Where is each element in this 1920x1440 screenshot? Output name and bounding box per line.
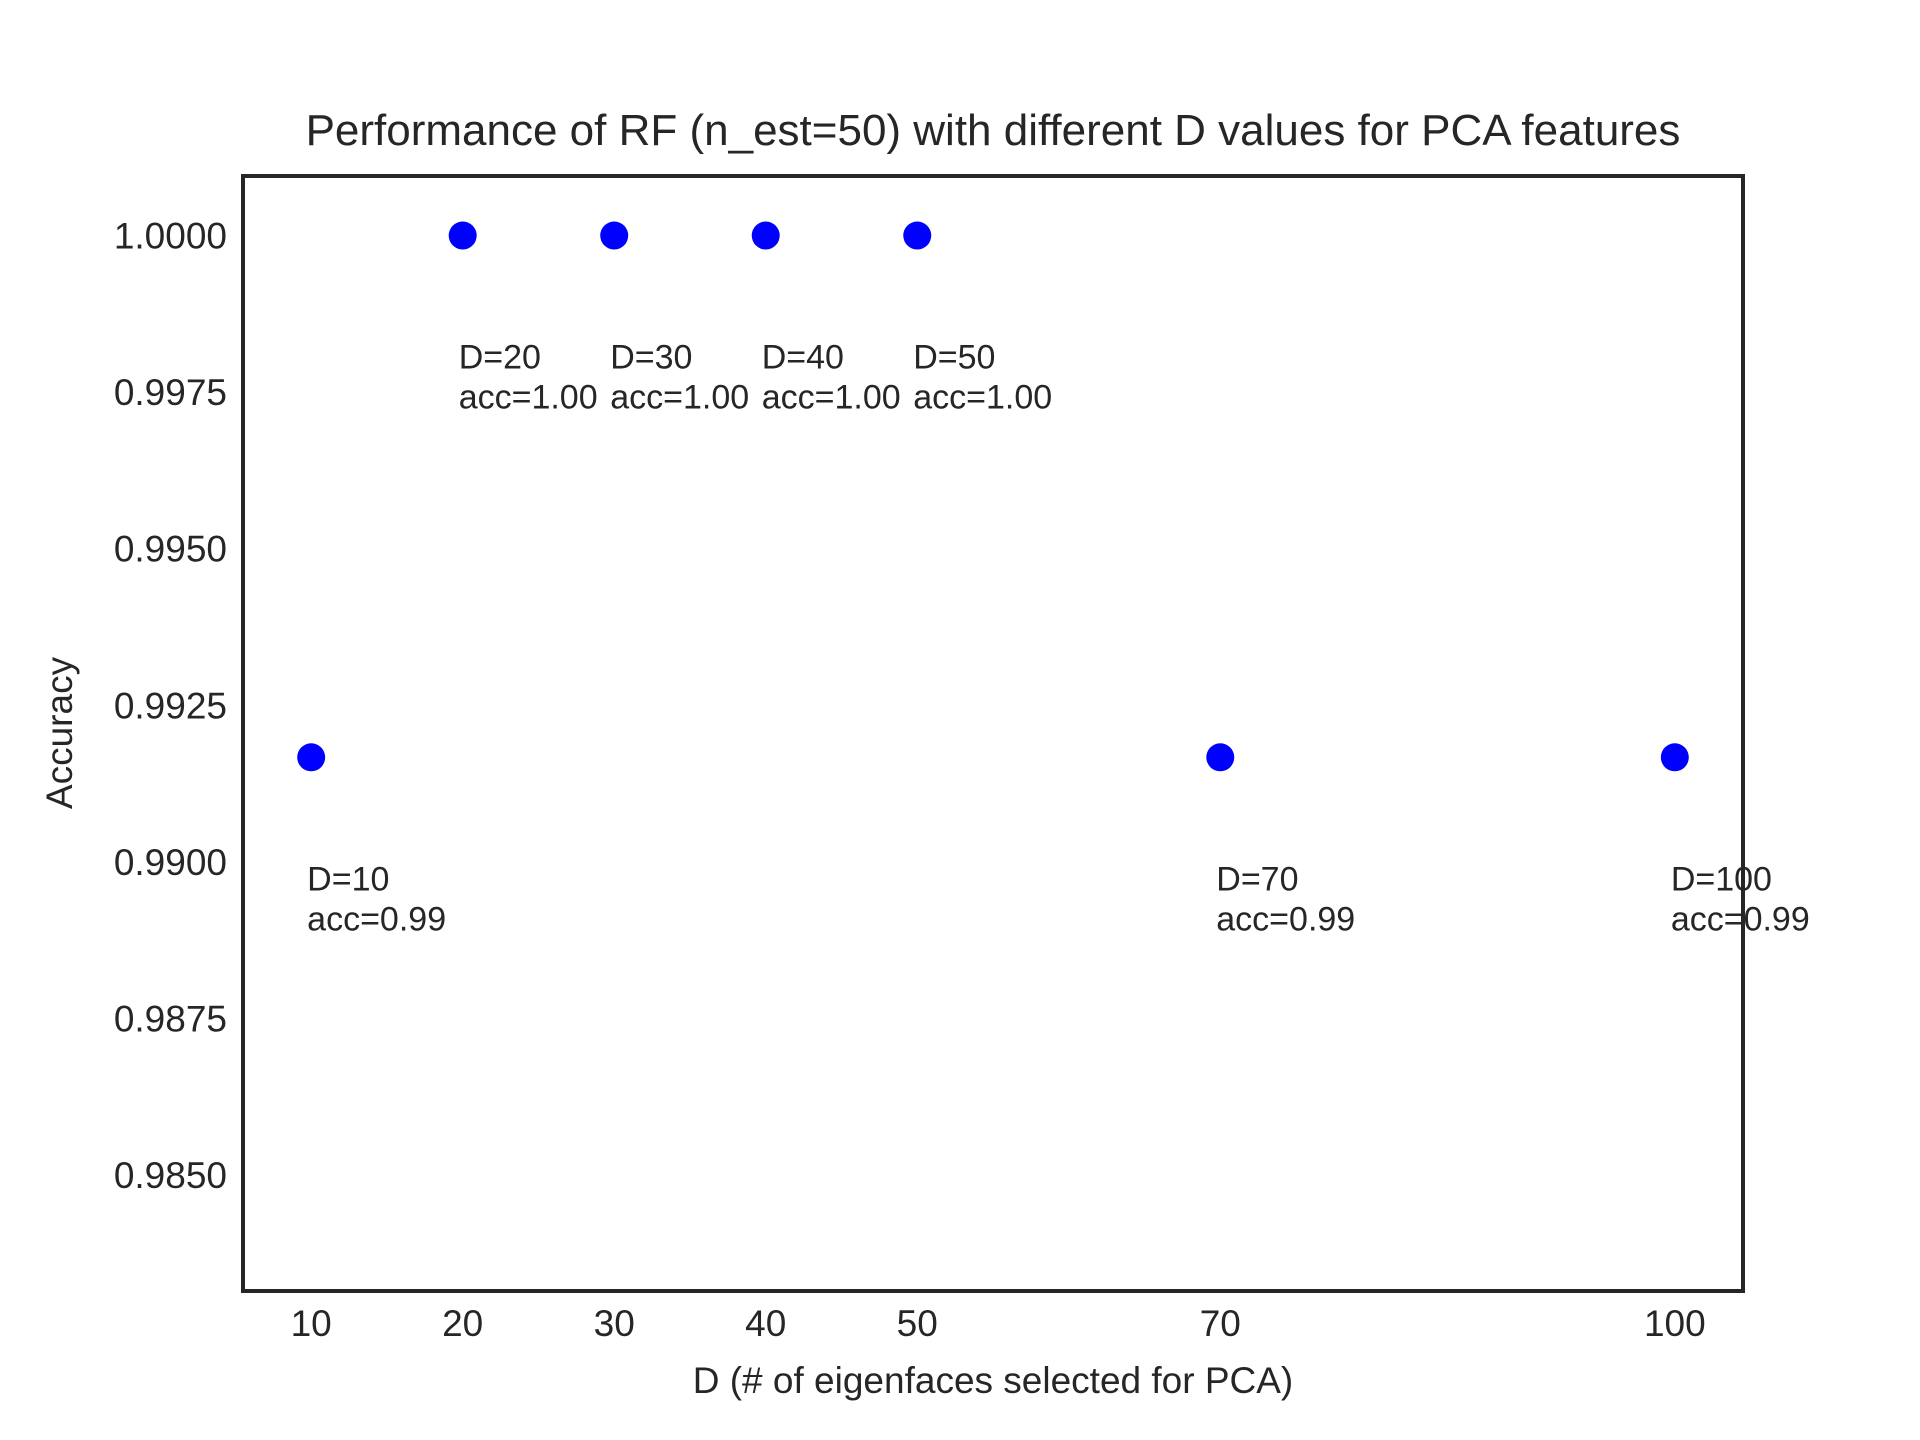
point-annotation: acc=1.00: [913, 379, 1052, 417]
point-annotation: D=50: [913, 339, 995, 377]
point-annotation: acc=0.99: [1671, 900, 1810, 938]
x-tick-label: 100: [1644, 1303, 1706, 1344]
point-annotation: acc=1.00: [610, 379, 749, 417]
point-annotation: acc=1.00: [459, 379, 598, 417]
y-tick-label: 0.9975: [114, 372, 227, 413]
chart-title: Performance of RF (n_est=50) with differ…: [306, 106, 1681, 155]
y-tick-label: 0.9950: [114, 529, 227, 570]
data-point: [1206, 743, 1235, 772]
x-tick-label: 40: [745, 1303, 786, 1344]
y-tick-label: 1.0000: [114, 216, 227, 257]
x-tick-label: 30: [594, 1303, 635, 1344]
y-tick-labels: 0.9850 0.9875 0.9900 0.9925 0.9950 0.9975 1.00…: [114, 216, 227, 1197]
point-annotation: D=20: [459, 339, 541, 377]
x-tick-labels: 10 20 30 40 50 70 100: [291, 1303, 1706, 1344]
point-annotation: acc=0.99: [307, 900, 446, 938]
data-point: [903, 221, 932, 250]
point-annotations: D=10acc=0.99D=20acc=1.00D=30acc=1.00D=40…: [307, 339, 1810, 939]
plot-area: [241, 174, 1745, 1293]
x-axis-label: D (# of eigenfaces selected for PCA): [693, 1360, 1294, 1401]
y-tick-label: 0.9875: [114, 999, 227, 1040]
data-point: [1660, 743, 1689, 772]
data-point: [448, 221, 477, 250]
data-points: [297, 221, 1689, 772]
x-tick-label: 50: [897, 1303, 938, 1344]
data-point: [297, 743, 326, 772]
data-point: [751, 221, 780, 250]
point-annotation: D=40: [762, 339, 844, 377]
y-tick-label: 0.9900: [114, 842, 227, 883]
x-tick-label: 20: [442, 1303, 483, 1344]
data-point: [600, 221, 629, 250]
point-annotation: D=70: [1216, 860, 1298, 898]
x-tick-label: 10: [291, 1303, 332, 1344]
point-annotation: acc=0.99: [1216, 900, 1355, 938]
point-annotation: D=30: [610, 339, 692, 377]
x-tick-label: 70: [1200, 1303, 1241, 1344]
y-axis-label: Accuracy: [39, 656, 80, 809]
y-tick-label: 0.9850: [114, 1155, 227, 1196]
point-annotation: D=10: [307, 860, 389, 898]
y-tick-label: 0.9925: [114, 685, 227, 726]
point-annotation: acc=1.00: [762, 379, 901, 417]
point-annotation: D=100: [1671, 860, 1772, 898]
